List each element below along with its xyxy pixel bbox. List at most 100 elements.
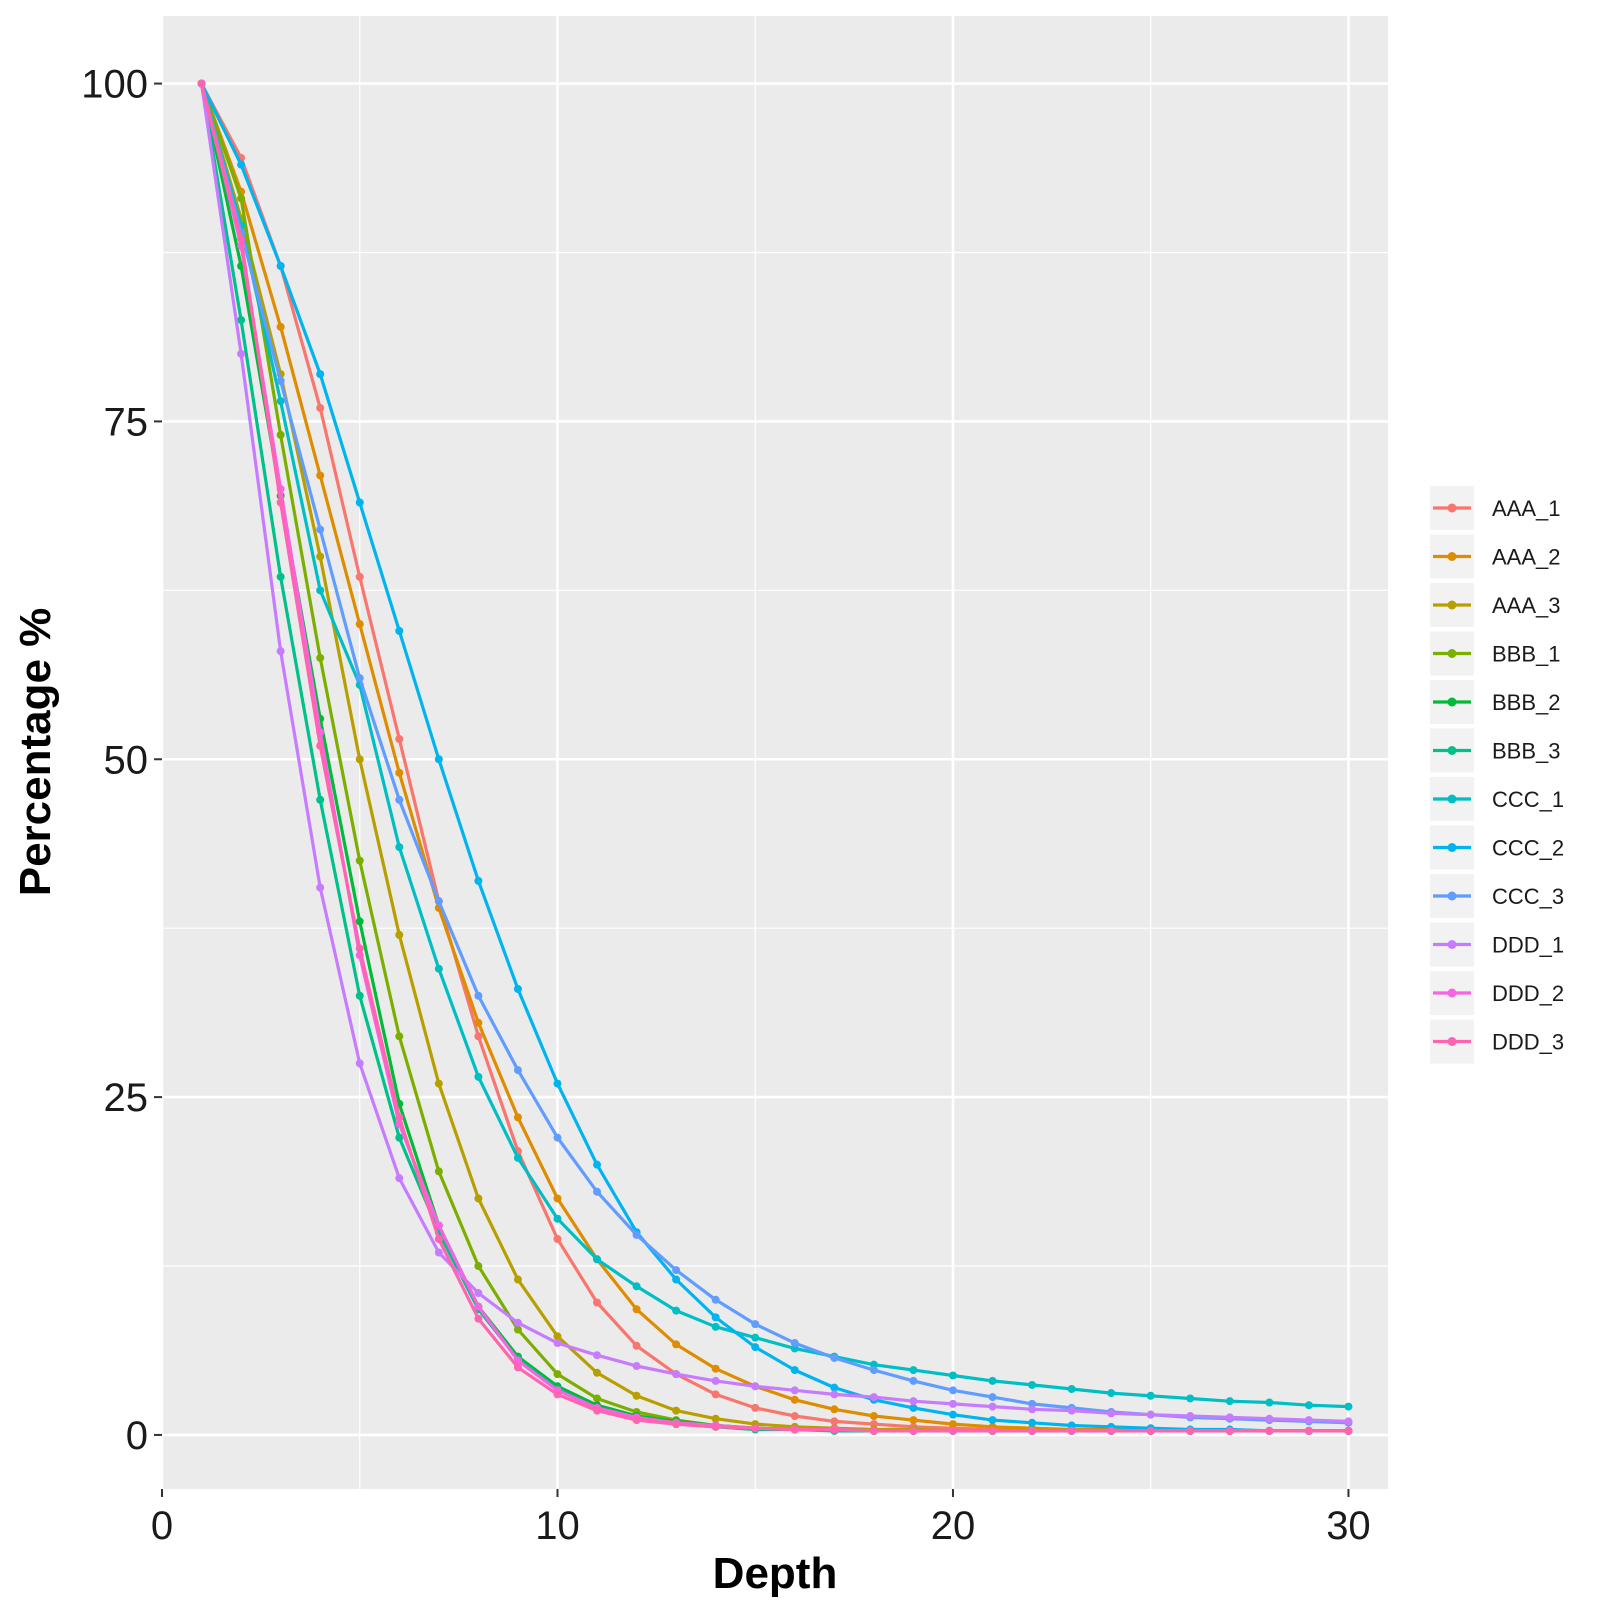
data-point [751,1403,760,1412]
data-point [632,1305,641,1314]
data-point [355,674,364,683]
data-point [355,1059,364,1068]
data-point [316,471,325,480]
data-point [1225,1413,1234,1422]
data-point [1186,1426,1195,1435]
legend-key-point [1447,746,1457,755]
data-point [672,1370,681,1379]
data-point [593,1255,602,1264]
legend-label: BBB_1 [1492,642,1561,667]
data-point [395,795,404,804]
data-point [474,1289,483,1298]
data-point [1265,1398,1274,1407]
data-point [316,741,325,750]
data-point [316,586,325,595]
data-point [988,1376,997,1385]
data-point [988,1426,997,1435]
legend-key-point [1447,891,1457,901]
legend-key-point [1447,649,1457,658]
data-point [513,1275,522,1284]
legend-label: AAA_3 [1492,593,1561,618]
data-point [790,1425,799,1434]
data-point [909,1376,918,1385]
data-point [632,1341,641,1350]
data-point [474,1072,483,1081]
data-point [672,1306,681,1315]
legend: AAA_1 AAA_2 AAA_3 BBB_1 BBB_2 BBB_3 CCC_1 CCC_2… [1430,486,1564,1064]
data-point [1028,1405,1037,1414]
data-point [1067,1426,1076,1435]
data-point [474,991,483,1000]
data-point [1146,1426,1155,1435]
legend-item-DDD_1: DDD_1 [1430,922,1564,967]
legend-item-AAA_2: AAA_2 [1430,534,1561,579]
data-point [237,349,246,358]
data-point [830,1405,839,1414]
legend-label: DDD_3 [1492,1030,1564,1055]
data-point [672,1275,681,1284]
data-point [553,1390,562,1399]
data-point [316,370,325,379]
legend-key-point [1447,1037,1457,1046]
data-point [237,234,246,243]
data-point [395,843,404,852]
data-point [790,1395,799,1404]
data-point [474,876,483,885]
data-point [395,1113,404,1122]
legend-item-AAA_1: AAA_1 [1430,486,1561,530]
data-point [1225,1426,1234,1435]
data-point [355,944,364,953]
grid-lines [160,16,1388,1489]
data-point [474,1314,483,1323]
legend-item-BBB_2: BBB_2 [1430,680,1561,724]
data-point [909,1366,918,1375]
data-point [672,1406,681,1415]
data-point [1146,1391,1155,1400]
data-point [1344,1417,1353,1426]
legend-label: BBB_2 [1492,690,1561,715]
legend-label: CCC_1 [1492,787,1564,812]
data-point [988,1393,997,1402]
data-point [830,1417,839,1426]
y-tick-label: 0 [126,1414,148,1458]
data-point [711,1322,720,1331]
data-point [790,1339,799,1348]
data-point [790,1366,799,1375]
data-point [434,964,443,973]
data-point [237,194,246,203]
data-point [513,1113,522,1122]
legend-key-point [1447,843,1457,852]
data-point [553,1370,562,1379]
data-point [869,1393,878,1402]
data-point [593,1406,602,1415]
data-point [830,1390,839,1399]
data-point [632,1391,641,1400]
legend-key-point [1447,503,1457,513]
x-tick-label: 30 [1326,1504,1371,1548]
data-point [395,930,404,939]
data-point [1344,1426,1353,1435]
data-point [790,1412,799,1421]
y-tick-label: 75 [104,400,149,444]
data-point [1107,1409,1116,1418]
data-point [316,525,325,534]
data-point [672,1340,681,1349]
legend-item-CCC_2: CCC_2 [1430,825,1564,870]
x-tick-label: 0 [151,1504,173,1548]
data-point [474,1018,483,1027]
legend-item-CCC_1: CCC_1 [1430,777,1564,821]
data-point [276,647,285,656]
data-point [553,1214,562,1223]
data-point [434,897,443,906]
data-point [276,262,285,271]
data-point [869,1412,878,1421]
data-point [197,79,206,88]
data-point [395,1174,404,1183]
legend-key-point [1447,600,1457,610]
legend-label: AAA_1 [1492,496,1561,521]
data-point [593,1394,602,1403]
data-point [711,1376,720,1385]
data-point [711,1364,720,1373]
y-tick-label: 50 [104,738,149,782]
data-point [395,1032,404,1041]
